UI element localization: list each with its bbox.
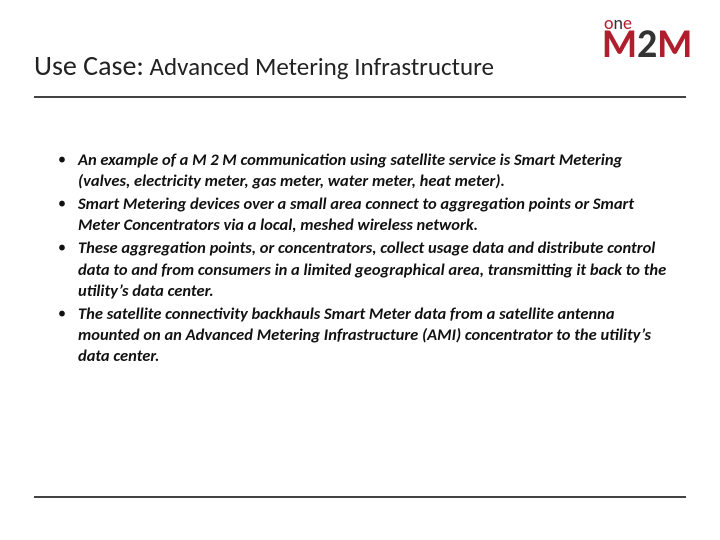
bullet-item: These aggregation points, or concentrato…	[54, 238, 670, 301]
logo-letter-m2: M	[657, 19, 692, 68]
bullet-item: The satellite connectivity backhauls Sma…	[54, 304, 670, 367]
slide-title: Use Case: Advanced Metering Infrastructu…	[34, 48, 580, 83]
slide: one M2M Use Case: Advanced Metering Infr…	[0, 0, 720, 540]
bullet-list: An example of a M 2 M communication usin…	[54, 150, 670, 367]
onem2m-logo: one M2M	[602, 14, 692, 68]
body-content: An example of a M 2 M communication usin…	[54, 150, 670, 369]
title-container: Use Case: Advanced Metering Infrastructu…	[34, 48, 580, 83]
logo-letter-2: 2	[637, 19, 657, 68]
title-rest: Advanced Metering Infrastructure	[144, 51, 494, 82]
bullet-item: An example of a M 2 M communication usin…	[54, 150, 670, 192]
logo-letter-m1: M	[602, 19, 637, 68]
title-prefix: Use Case:	[34, 48, 144, 83]
logo-m2m-word: M2M	[602, 24, 692, 64]
divider-top	[34, 96, 686, 98]
bullet-item: Smart Metering devices over a small area…	[54, 194, 670, 236]
divider-bottom	[34, 496, 686, 498]
